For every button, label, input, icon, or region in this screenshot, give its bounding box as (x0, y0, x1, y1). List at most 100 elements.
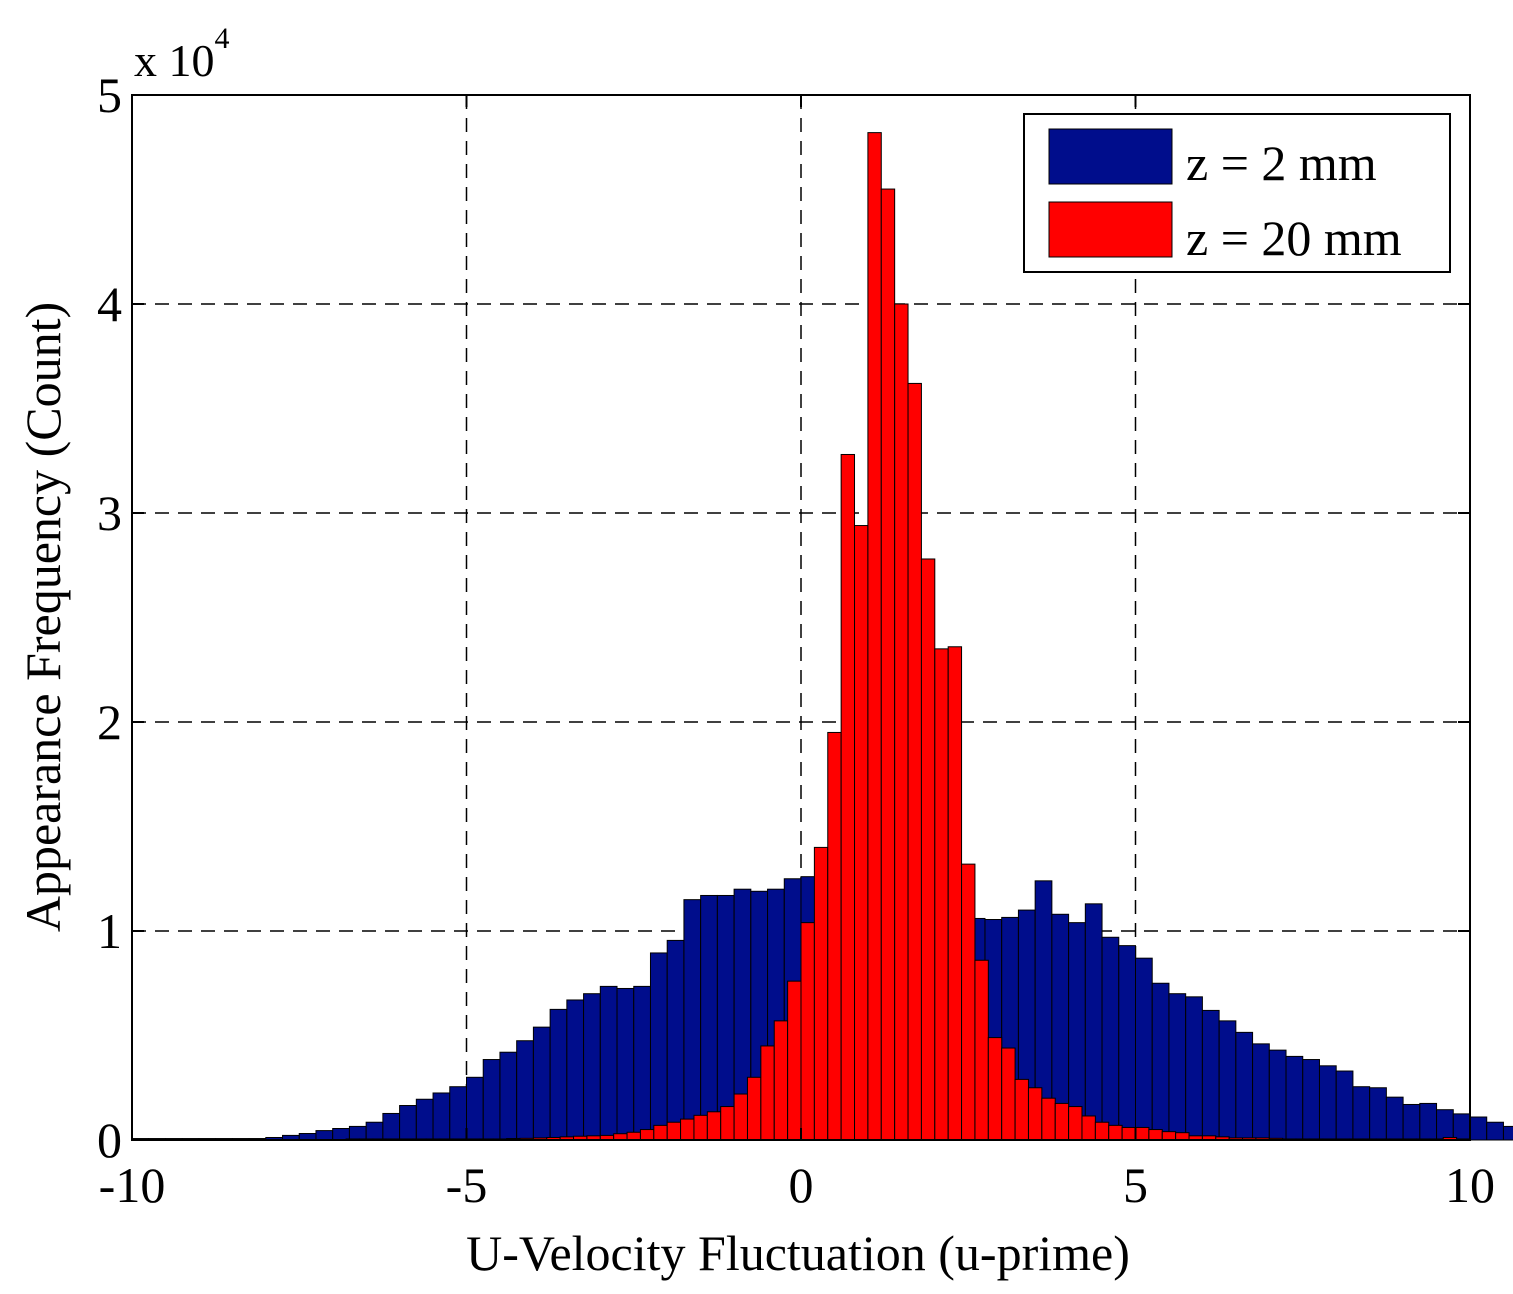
bar-z2mm (332, 1128, 350, 1141)
y-tick-label: 0 (97, 1112, 122, 1168)
bar-z2mm (532, 1026, 551, 1141)
bar-z2mm (1352, 1086, 1371, 1141)
bar-z20mm (680, 1118, 695, 1141)
bar-z2mm (1486, 1121, 1504, 1141)
bar-z2mm (432, 1092, 451, 1141)
bar-z20mm (760, 1045, 775, 1141)
bar-z2mm (1285, 1055, 1304, 1141)
bar-z2mm (1502, 1125, 1513, 1141)
bar-z20mm (773, 1020, 789, 1141)
bar-z20mm (840, 453, 856, 1141)
bar-z20mm (1001, 1047, 1016, 1141)
x-tick-label: -10 (99, 1157, 166, 1213)
bar-z20mm (1014, 1078, 1029, 1141)
bar-z20mm (733, 1093, 748, 1141)
bar-z2mm (583, 993, 601, 1141)
bar-z2mm (1385, 1096, 1404, 1141)
bar-z20mm (1148, 1129, 1163, 1141)
bar-z2mm (1268, 1049, 1287, 1141)
bar-z20mm (746, 1076, 762, 1141)
axis-ticks: -10 -5 0 5 10 0 1 2 3 4 5 (97, 67, 1495, 1213)
bar-z2mm (1452, 1113, 1471, 1141)
bar-z2mm (549, 1008, 568, 1141)
bar-z20mm (787, 980, 802, 1141)
bar-z2mm (683, 899, 702, 1141)
bar-z2mm (1369, 1087, 1387, 1141)
bar-z2mm (482, 1059, 501, 1141)
x-tick-label: 0 (789, 1157, 814, 1213)
bar-z2mm (1101, 936, 1120, 1141)
legend: z = 2 mm z = 20 mm (1023, 113, 1451, 273)
bar-z20mm (626, 1131, 641, 1141)
bar-z2mm (1151, 982, 1170, 1141)
bar-z2mm (700, 894, 718, 1141)
bar-z20mm (653, 1124, 668, 1141)
bar-z20mm (1027, 1087, 1043, 1141)
bar-z2mm (1469, 1116, 1488, 1141)
bar-z2mm (1402, 1103, 1421, 1141)
bar-z20mm (947, 646, 963, 1141)
bar-z2mm (649, 952, 668, 1141)
bar-z2mm (1419, 1102, 1438, 1141)
bar-z20mm (1108, 1124, 1123, 1141)
bar-z2mm (1436, 1109, 1454, 1141)
bar-z20mm (894, 303, 909, 1141)
bar-z2mm (1168, 993, 1187, 1141)
y-axis-label: Appearance Frequency (Count) (15, 302, 71, 932)
y-tick-label: 1 (97, 903, 122, 959)
bar-z2mm (516, 1040, 534, 1141)
bar-z20mm (1135, 1126, 1150, 1141)
bar-z2mm (415, 1098, 434, 1141)
bar-z20mm (720, 1106, 735, 1141)
bar-z2mm (599, 985, 618, 1141)
bar-z2mm (566, 999, 585, 1141)
bar-z20mm (1175, 1132, 1190, 1141)
bar-z20mm (800, 922, 815, 1141)
bar-z2mm (1118, 945, 1137, 1141)
bar-z20mm (880, 188, 896, 1141)
x-tick-label: 5 (1123, 1157, 1148, 1213)
bar-z2mm (449, 1086, 467, 1141)
bar-z20mm (1094, 1121, 1110, 1141)
bar-z20mm (987, 1037, 1003, 1141)
bar-z2mm (1235, 1031, 1254, 1141)
bar-z2mm (1218, 1020, 1237, 1141)
x-tick-label: 10 (1445, 1157, 1495, 1213)
bar-z20mm (854, 525, 869, 1141)
bar-z2mm (466, 1076, 484, 1141)
y-tick-label: 2 (97, 694, 122, 750)
bar-z2mm (315, 1130, 334, 1141)
x-axis-label: U-Velocity Fluctuation (u-prime) (466, 1225, 1130, 1281)
bar-z20mm (974, 959, 989, 1141)
bar-z20mm (1161, 1131, 1177, 1141)
legend-label-z2mm: z = 2 mm (1186, 135, 1377, 191)
bar-z2mm (1135, 957, 1153, 1141)
bar-z2mm (1201, 1009, 1220, 1141)
y-multiplier-exponent: 4 (215, 22, 230, 55)
bar-z2mm (1252, 1043, 1270, 1141)
legend-swatch-z20mm (1048, 201, 1173, 258)
bar-z2mm (1302, 1059, 1320, 1141)
bar-z2mm (1185, 996, 1203, 1141)
bar-z20mm (639, 1129, 655, 1141)
bar-z20mm (1121, 1126, 1136, 1141)
legend-swatch-z2mm (1048, 128, 1173, 185)
bar-z20mm (693, 1114, 708, 1141)
y-multiplier: x 104 (134, 22, 230, 86)
bar-z2mm (382, 1112, 401, 1141)
bar-z20mm (1054, 1102, 1070, 1141)
bar-z2mm (348, 1125, 367, 1141)
bar-z20mm (961, 863, 976, 1141)
bar-z20mm (1041, 1097, 1056, 1141)
bar-z2mm (1335, 1070, 1354, 1141)
bar-z2mm (716, 894, 735, 1141)
bar-z20mm (666, 1121, 682, 1141)
bar-z2mm (399, 1105, 417, 1141)
bar-z20mm (867, 132, 882, 1141)
bar-z20mm (813, 846, 829, 1141)
bar-z20mm (934, 648, 949, 1141)
bar-z20mm (907, 382, 922, 1141)
bar-z20mm (706, 1111, 722, 1141)
bar-z2mm (616, 987, 635, 1141)
